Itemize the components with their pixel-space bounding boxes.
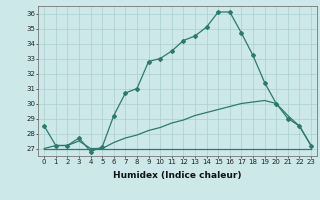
X-axis label: Humidex (Indice chaleur): Humidex (Indice chaleur) bbox=[113, 171, 242, 180]
